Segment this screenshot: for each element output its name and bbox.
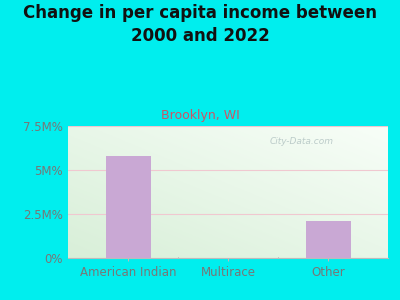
Text: City-Data.com: City-Data.com bbox=[270, 137, 334, 146]
Text: Brooklyn, WI: Brooklyn, WI bbox=[161, 110, 239, 122]
Bar bbox=[106, 156, 150, 258]
Text: Change in per capita income between
2000 and 2022: Change in per capita income between 2000… bbox=[23, 4, 377, 45]
Bar bbox=[306, 221, 350, 258]
